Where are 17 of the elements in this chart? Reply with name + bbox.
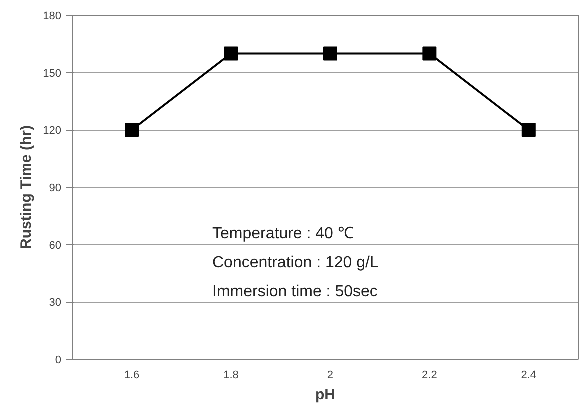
annotation: Immersion time : 50sec — [212, 284, 378, 300]
y-tick-label: 180 — [43, 10, 62, 22]
y-tick-label: 0 — [55, 354, 62, 366]
x-tick-label: 2.2 — [422, 370, 438, 382]
y-tick-label: 30 — [49, 297, 62, 310]
y-tick-label: 60 — [49, 240, 62, 252]
y-tick-label: 90 — [49, 182, 62, 194]
x-tick-label: 1.6 — [124, 370, 140, 382]
x-axis-title: pH — [316, 386, 336, 404]
x-tick-label: 1.8 — [224, 370, 239, 382]
x-tick-label: 2.4 — [521, 370, 537, 382]
x-tick-label: 2 — [327, 370, 334, 382]
annotation: Concentration : 120 g/L — [212, 254, 379, 272]
y-tick-label: 150 — [43, 68, 62, 80]
y-tick-label: 120 — [43, 125, 62, 138]
y-axis-title: Rusting Time (hr) — [18, 126, 36, 250]
annotation: Temperature : 40 ℃ — [212, 226, 354, 242]
